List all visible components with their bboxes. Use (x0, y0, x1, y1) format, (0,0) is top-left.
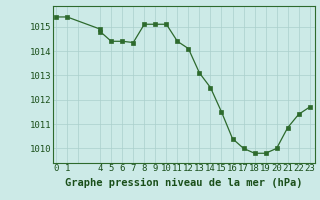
X-axis label: Graphe pression niveau de la mer (hPa): Graphe pression niveau de la mer (hPa) (65, 178, 303, 188)
